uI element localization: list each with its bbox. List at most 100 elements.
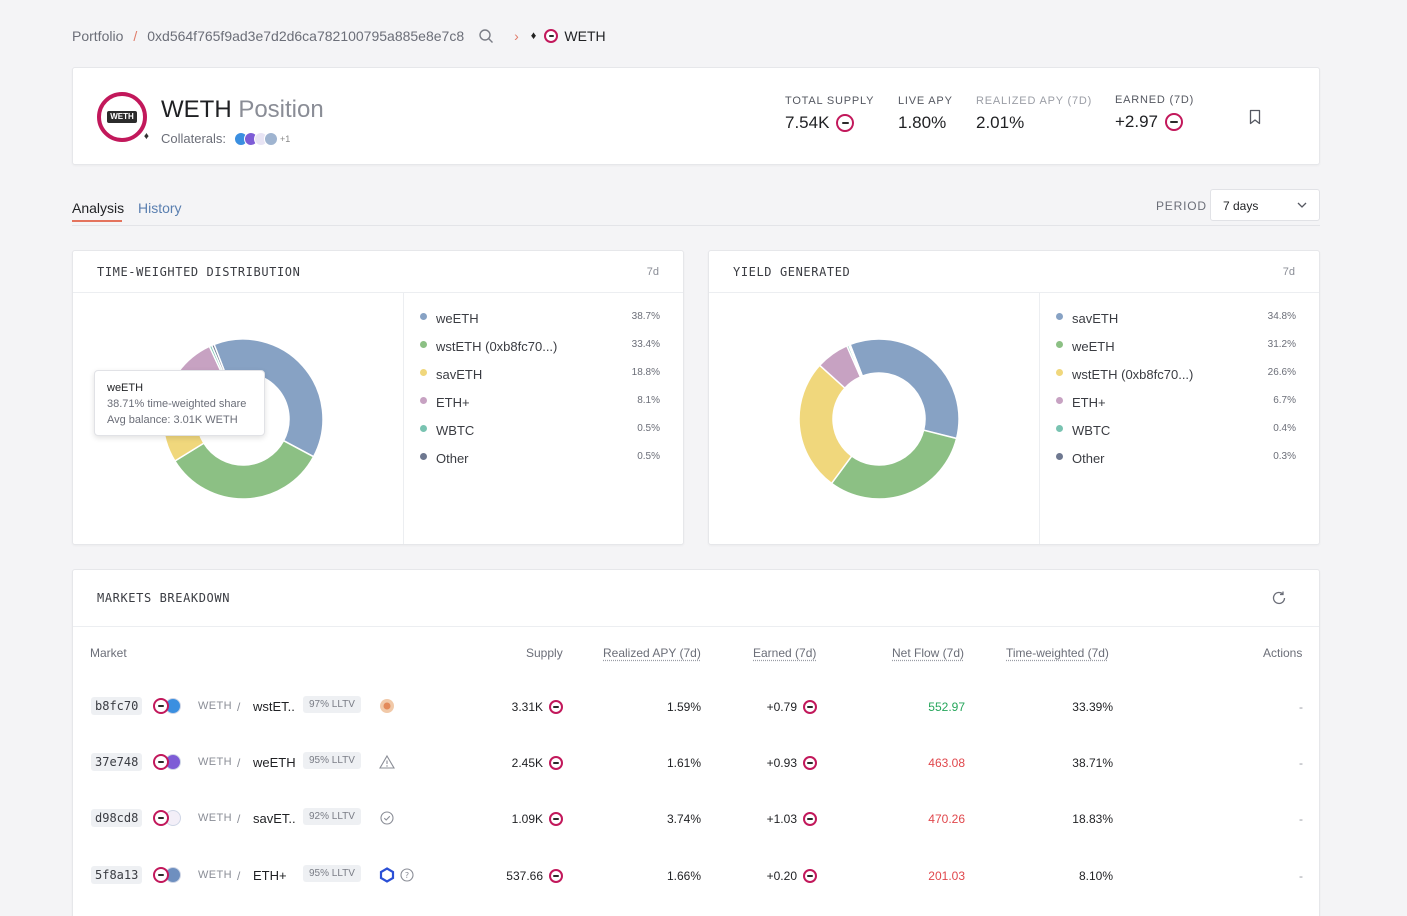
cell-actions[interactable]: - — [1299, 812, 1303, 826]
legend-value: 31.2% — [1267, 339, 1296, 350]
column-header-time-weighted[interactable]: Time-weighted (7d) — [1006, 646, 1109, 660]
stat-value: +2.97 — [1115, 112, 1159, 131]
search-icon[interactable] — [478, 28, 494, 44]
weth-token-icon — [803, 700, 817, 714]
svg-text:?: ? — [405, 871, 409, 880]
legend-label: weETH — [1072, 339, 1115, 354]
refresh-icon[interactable] — [1271, 590, 1287, 606]
market-separator: / — [237, 700, 241, 714]
stat-value: 2.01% — [976, 113, 1025, 132]
legend-dot — [1056, 453, 1063, 460]
legend-label: savETH — [1072, 311, 1119, 326]
tooltip-share: 38.71% time-weighted share — [107, 398, 247, 410]
collaterals: Collaterals: +1 — [161, 131, 290, 146]
weth-token-icon — [803, 869, 817, 883]
cell-netflow: 201.03 — [928, 869, 965, 883]
breadcrumb-portfolio[interactable]: Portfolio — [72, 28, 124, 44]
breadcrumb-address[interactable]: 0xd564f765f9ad3e7d2d6ca782100795a885e8e7… — [147, 28, 465, 44]
market-loan-asset: WETH — [198, 700, 232, 712]
legend-item[interactable]: savETH 34.8% — [1056, 307, 1296, 335]
stat-realized-apy: REALIZED APY (7D) 2.01% — [976, 95, 1092, 133]
legend-item[interactable]: weETH 38.7% — [420, 307, 660, 335]
check-circle-icon[interactable] — [379, 810, 395, 826]
donut-slice-other[interactable] — [847, 343, 864, 378]
market-id[interactable]: d98cd8 — [91, 809, 143, 827]
table-row[interactable]: b8fc70 WETH / wstET.. 97% LLTV 3.31K 1.59% +0.7… — [73, 678, 1319, 734]
cell-time-weighted: 38.71% — [1072, 756, 1113, 770]
stat-label: REALIZED APY (7D) — [976, 95, 1093, 107]
collaterals-more: +1 — [280, 133, 291, 144]
legend-item[interactable]: Other 0.5% — [420, 447, 660, 475]
table-row[interactable]: 37e748 WETH / weETH 95% LLTV 2.45K 1.61% +0.93 4… — [73, 734, 1319, 790]
cell-actions[interactable]: - — [1299, 756, 1303, 770]
cell-actions[interactable]: - — [1299, 700, 1303, 714]
oracle-icon[interactable] — [379, 698, 395, 714]
warning-icon[interactable] — [379, 754, 395, 770]
market-pair-icons — [153, 754, 181, 770]
yield-generated-card: YIELD GENERATED 7d savETH 34.8% weETH 31.2%… — [708, 250, 1320, 545]
legend-item[interactable]: ETH+ 8.1% — [420, 391, 660, 419]
stat-label: TOTAL SUPPLY — [785, 95, 875, 107]
tooltip-balance: Avg balance: 3.01K WETH — [107, 414, 238, 426]
legend-item[interactable]: WBTC 0.5% — [420, 419, 660, 447]
column-header-actions: Actions — [1263, 646, 1303, 660]
shield-icon[interactable]: ? — [379, 867, 415, 883]
period-select[interactable]: 7 days — [1210, 189, 1320, 221]
card-divider — [1039, 293, 1040, 544]
weth-token-icon — [544, 29, 559, 43]
card-divider — [403, 293, 404, 544]
card-period: 7d — [646, 266, 659, 278]
market-id[interactable]: 37e748 — [91, 753, 143, 771]
legend-item[interactable]: Other 0.3% — [1056, 447, 1296, 475]
stat-earned: EARNED (7D) +2.97 — [1115, 94, 1194, 132]
time-weighted-distribution-card: TIME-WEIGHTED DISTRIBUTION 7d weETH 38.7%… — [72, 250, 684, 545]
supply-value: 537.66 — [506, 869, 543, 883]
legend-item[interactable]: wstETH (0xb8fc70...) 26.6% — [1056, 363, 1296, 391]
donut-slice-wsteth-0xb8fc70[interactable] — [173, 439, 315, 500]
legend-label: Other — [436, 451, 469, 466]
legend-item[interactable]: WBTC 0.4% — [1056, 419, 1296, 447]
legend-item[interactable]: wstETH (0xb8fc70...) 33.4% — [420, 335, 660, 363]
tab-analysis[interactable]: Analysis — [72, 200, 125, 216]
market-collateral: ETH+ — [253, 868, 287, 883]
donut-slice-saveth[interactable] — [849, 338, 960, 440]
table-row[interactable]: d98cd8 WETH / savET.. 92% LLTV 1.09K 3.74% +1.0… — [73, 790, 1319, 846]
card-title: YIELD GENERATED — [733, 265, 851, 279]
cell-earned: +0.93 — [767, 756, 817, 770]
legend-item[interactable]: savETH 18.8% — [420, 363, 660, 391]
legend-item[interactable]: ETH+ 6.7% — [1056, 391, 1296, 419]
table-row[interactable]: 5f8a13 WETH / ETH+ 95% LLTV? 537.66 1.66% +0.20… — [73, 847, 1319, 903]
legend-dot — [420, 369, 427, 376]
breadcrumb: Portfolio / 0xd564f765f9ad3e7d2d6ca78210… — [72, 25, 606, 47]
stat-value: 7.54K — [785, 113, 830, 132]
cell-netflow: 552.97 — [928, 700, 965, 714]
weth-token-icon — [549, 756, 563, 770]
stat-live-apy: LIVE APY 1.80% — [898, 95, 953, 133]
lltv-badge: 95% LLTV — [303, 865, 361, 882]
weth-token-icon — [153, 754, 169, 770]
column-header-supply[interactable]: Supply — [526, 646, 563, 660]
ethplus-icon — [264, 131, 279, 146]
cell-actions[interactable]: - — [1299, 869, 1303, 883]
donut-slice-weeth[interactable] — [830, 429, 958, 500]
cell-time-weighted: 8.10% — [1078, 869, 1113, 883]
weth-token-icon — [1165, 113, 1184, 131]
bookmark-icon[interactable] — [1249, 109, 1261, 125]
column-header-netflow[interactable]: Net Flow (7d) — [892, 646, 965, 660]
page-title-subtitle: Position — [238, 96, 324, 123]
yield-legend: savETH 34.8% weETH 31.2% wstETH (0xb8fc70...… — [1056, 307, 1296, 475]
column-header-apy[interactable]: Realized APY (7d) — [603, 646, 701, 660]
market-separator: / — [237, 812, 241, 826]
yield-donut-chart[interactable] — [789, 329, 969, 509]
collateral-icons[interactable] — [230, 131, 279, 146]
market-id[interactable]: 5f8a13 — [91, 866, 143, 884]
legend-dot — [420, 397, 427, 404]
tab-active-indicator — [72, 220, 122, 222]
supply-value: 2.45K — [511, 756, 543, 770]
tab-history[interactable]: History — [138, 200, 182, 216]
column-header-earned[interactable]: Earned (7d) — [753, 646, 817, 660]
legend-item[interactable]: weETH 31.2% — [1056, 335, 1296, 363]
market-id[interactable]: b8fc70 — [91, 697, 143, 715]
page-title: WETH Position — [161, 96, 324, 124]
cell-apy: 3.74% — [666, 812, 701, 826]
